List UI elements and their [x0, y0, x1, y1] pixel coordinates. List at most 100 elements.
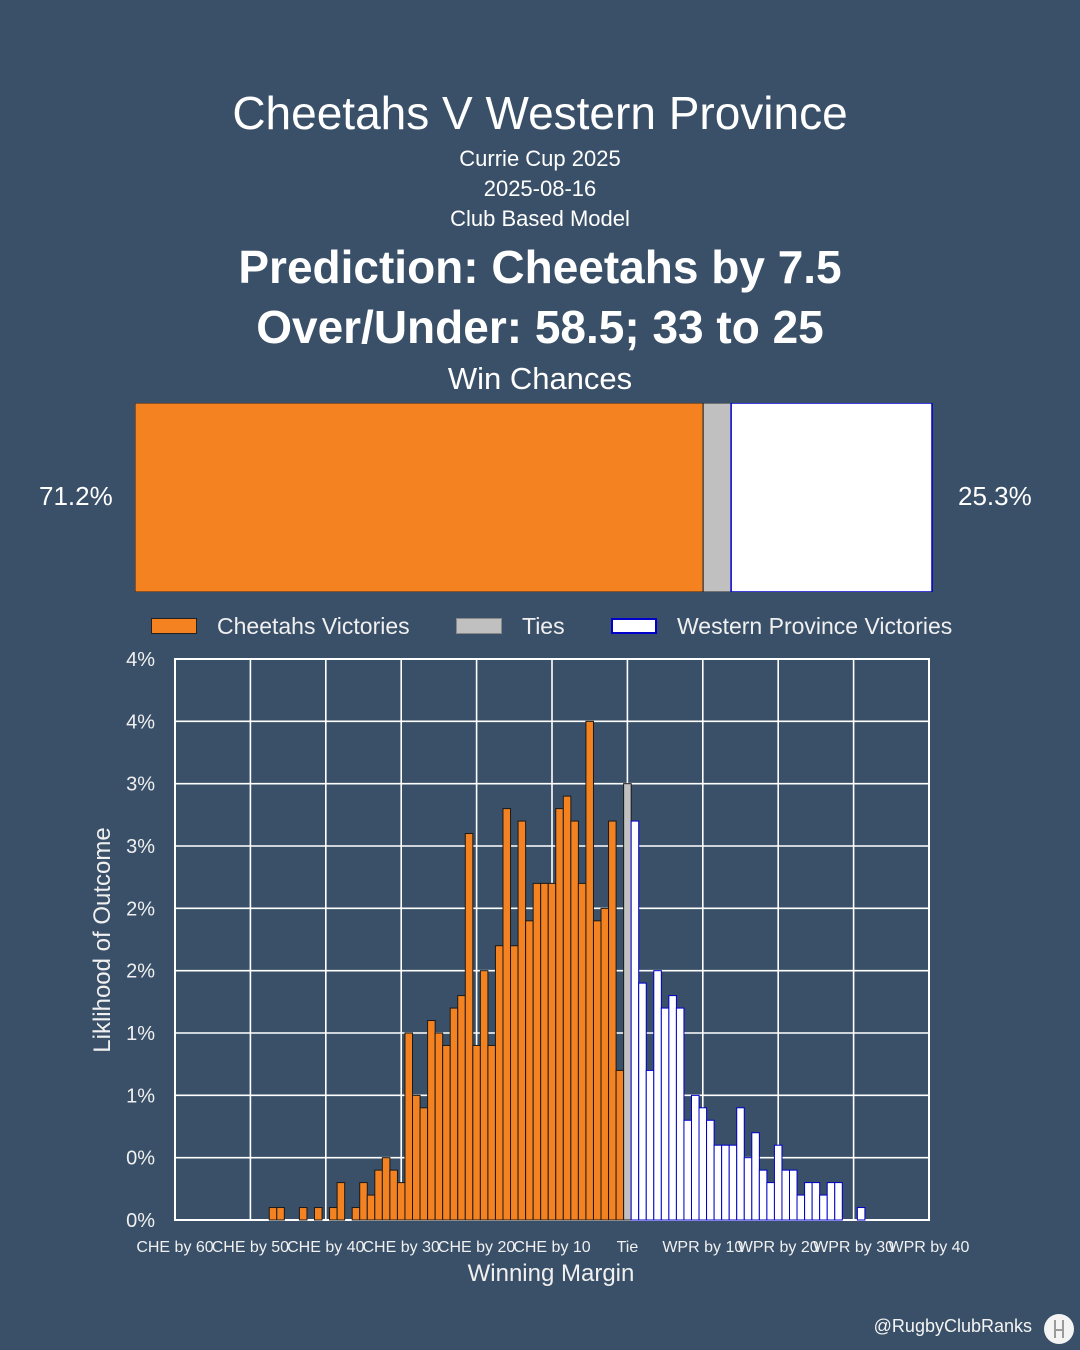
bar-cheetahs-victories — [412, 1094, 421, 1221]
win-bar-home — [135, 403, 704, 592]
bar-cheetahs-victories — [464, 833, 474, 1221]
bar-western-province-victories — [789, 1169, 798, 1221]
bar-western-province-victories — [638, 982, 647, 1221]
bar-western-province-victories — [728, 1144, 738, 1221]
bar-cheetahs-victories — [442, 1044, 451, 1221]
bar-cheetahs-victories — [494, 945, 504, 1221]
y-tick-label: 4% — [126, 649, 155, 671]
bar-cheetahs-victories — [381, 1157, 391, 1221]
bar-cheetahs-victories — [510, 945, 519, 1221]
bar-cheetahs-victories — [351, 1207, 361, 1221]
bar-western-province-victories — [660, 1007, 670, 1221]
bar-cheetahs-victories — [540, 882, 549, 1221]
bar-western-province-victories — [683, 1119, 692, 1221]
bar-western-province-victories — [751, 1132, 760, 1221]
rugby-posts-icon — [1044, 1314, 1074, 1344]
y-tick-label: 1% — [126, 1085, 155, 1107]
bar-western-province-victories — [856, 1207, 866, 1221]
bar-western-province-victories — [766, 1182, 775, 1221]
x-tick-label: WPR by 20 — [738, 1239, 819, 1256]
bar-western-province-victories — [743, 1157, 753, 1221]
bar-cheetahs-victories — [268, 1207, 278, 1221]
bar-cheetahs-victories — [600, 907, 610, 1221]
bar-cheetahs-victories — [449, 1007, 459, 1221]
y-tick-label: 4% — [126, 711, 155, 733]
x-tick-label: Tie — [617, 1239, 639, 1256]
legend-label-home: Cheetahs Victories — [217, 612, 410, 639]
bar-cheetahs-victories — [615, 1069, 625, 1221]
match-date: 2025-08-16 — [483, 176, 597, 201]
x-tick-label: WPR by 10 — [662, 1239, 743, 1256]
bar-cheetahs-victories — [374, 1169, 383, 1221]
legend-label-tie: Ties — [522, 612, 565, 639]
bar-cheetahs-victories — [532, 882, 542, 1221]
bar-cheetahs-victories — [479, 970, 489, 1221]
y-tick-label: 2% — [126, 961, 155, 983]
bar-cheetahs-victories — [313, 1207, 323, 1221]
y-tick-label: 0% — [126, 1148, 155, 1170]
bar-western-province-victories — [630, 820, 640, 1221]
bar-cheetahs-victories — [276, 1207, 285, 1221]
bar-cheetahs-victories — [396, 1182, 406, 1221]
bar-cheetahs-victories — [298, 1207, 308, 1221]
y-tick-label: 3% — [126, 836, 155, 858]
bar-cheetahs-victories — [608, 820, 617, 1221]
bar-western-province-victories — [675, 1007, 685, 1221]
win-bar-tie — [702, 403, 732, 592]
x-tick-label: CHE by 40 — [287, 1239, 364, 1256]
bar-cheetahs-victories — [329, 1207, 338, 1221]
x-tick-label: CHE by 20 — [438, 1239, 515, 1256]
bar-cheetahs-victories — [592, 920, 602, 1221]
legend-label-away: Western Province Victories — [677, 612, 953, 639]
bar-cheetahs-victories — [472, 1044, 481, 1221]
legend: Cheetahs Victories Ties Western Province… — [0, 610, 1080, 642]
home-win-pct: 71.2% — [39, 481, 113, 511]
chart-title: Cheetahs V Western Province — [232, 87, 848, 139]
bar-western-province-victories — [834, 1182, 843, 1221]
bar-western-province-victories — [773, 1144, 783, 1221]
x-tick-label: CHE by 50 — [212, 1239, 289, 1256]
bar-western-province-victories — [826, 1182, 836, 1221]
x-tick-label: CHE by 10 — [513, 1239, 590, 1256]
bar-cheetahs-victories — [427, 1020, 436, 1221]
win-chances-bar — [135, 403, 933, 592]
bar-cheetahs-victories — [555, 808, 564, 1221]
x-axis-title: Winning Margin — [468, 1260, 635, 1287]
x-tick-label: WPR by 40 — [889, 1239, 970, 1256]
over-under-text: Over/Under: 58.5; 33 to 25 — [256, 301, 824, 353]
bar-cheetahs-victories — [517, 820, 527, 1221]
y-tick-label: 1% — [126, 1023, 155, 1045]
bar-western-province-victories — [653, 970, 662, 1221]
legend-item-away: Western Province Victories — [611, 610, 952, 642]
bar-cheetahs-victories — [562, 795, 572, 1221]
bar-western-province-victories — [804, 1182, 813, 1221]
x-tick-label: CHE by 30 — [363, 1239, 440, 1256]
bar-cheetahs-victories — [487, 1044, 496, 1221]
legend-swatch-home — [151, 618, 197, 634]
bar-cheetahs-victories — [336, 1182, 346, 1221]
bar-cheetahs-victories — [366, 1194, 376, 1221]
bar-cheetahs-victories — [547, 882, 557, 1221]
prediction-text: Prediction: Cheetahs by 7.5 — [238, 241, 842, 293]
bar-western-province-victories — [706, 1119, 715, 1221]
bar-western-province-victories — [736, 1107, 745, 1221]
bar-western-province-victories — [796, 1194, 806, 1221]
legend-swatch-away — [611, 618, 657, 634]
bar-cheetahs-victories — [404, 1032, 414, 1221]
away-win-pct: 25.3% — [958, 481, 1032, 511]
bar-cheetahs-victories — [419, 1107, 429, 1221]
legend-swatch-tie — [456, 618, 502, 634]
bar-cheetahs-victories — [585, 720, 594, 1221]
bar-cheetahs-victories — [525, 920, 534, 1221]
y-tick-label: 0% — [126, 1210, 155, 1232]
bar-western-province-victories — [690, 1094, 700, 1221]
competition-label: Currie Cup 2025 — [459, 146, 621, 171]
model-label: Club Based Model — [450, 206, 630, 231]
bar-western-province-victories — [758, 1169, 768, 1221]
bar-western-province-victories — [713, 1144, 723, 1221]
x-tick-label: WPR by 30 — [813, 1239, 894, 1256]
bar-cheetahs-victories — [389, 1169, 398, 1221]
bar-ties — [623, 783, 632, 1221]
y-tick-label: 3% — [126, 774, 155, 796]
bar-cheetahs-victories — [502, 808, 512, 1221]
